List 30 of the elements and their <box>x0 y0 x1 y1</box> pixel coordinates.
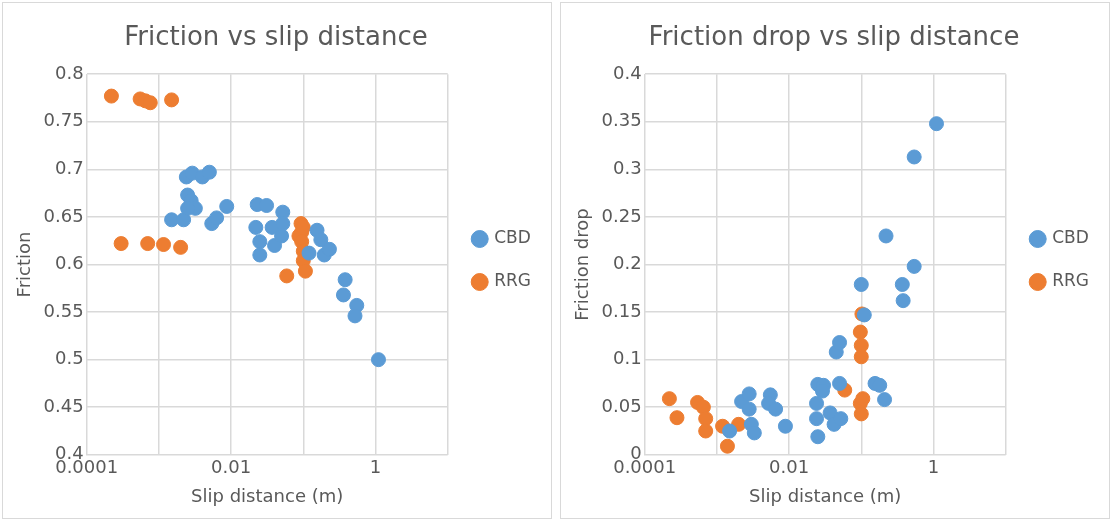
y-tick-label: 0.65 <box>43 204 84 226</box>
chart-title: Friction vs slip distance <box>124 21 428 52</box>
y-tick-label: 0.55 <box>43 299 84 321</box>
legend-label: CBD <box>494 227 531 248</box>
y-tick-label: 0.2 <box>613 252 642 274</box>
x-tick-label: 1 <box>927 456 940 478</box>
x-tick-label: 0.01 <box>769 456 810 478</box>
legend-label: RRG <box>1052 270 1090 291</box>
chart-title: Friction drop vs slip distance <box>648 21 1020 52</box>
y-tick-label: 0.8 <box>55 61 84 83</box>
y-tick-label: 0.6 <box>55 252 84 274</box>
y-tick-label: 0.45 <box>43 394 84 416</box>
y-tick-label: 0.7 <box>55 157 84 179</box>
y-tick-label: 0.1 <box>613 347 642 369</box>
y-axis-title: Friction <box>13 231 35 298</box>
x-tick-label: 1 <box>369 456 382 478</box>
y-tick-label: 0.25 <box>601 204 642 226</box>
x-axis-title: Slip distance (m) <box>749 484 902 506</box>
y-axis-title: Friction drop <box>571 208 593 321</box>
legend-label: RRG <box>494 270 532 291</box>
y-tick-label: 0.75 <box>43 109 84 131</box>
y-tick-label: 0.35 <box>601 109 642 131</box>
x-axis-title: Slip distance (m) <box>191 484 344 506</box>
x-tick-label: 0.01 <box>211 456 252 478</box>
y-tick-label: 0.15 <box>601 299 642 321</box>
y-tick-label: 0.4 <box>613 61 642 83</box>
legend-label: CBD <box>1052 227 1089 248</box>
y-tick-label: 0.3 <box>613 157 642 179</box>
y-tick-label: 0.5 <box>55 347 84 369</box>
y-tick-label: 0.05 <box>601 394 642 416</box>
